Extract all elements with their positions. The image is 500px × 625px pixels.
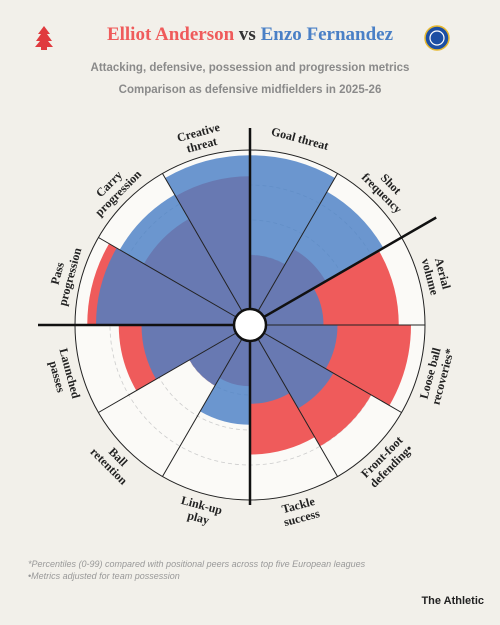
section-divider	[249, 216, 437, 327]
category-label-line: Pass	[48, 260, 67, 286]
divider	[162, 324, 251, 477]
wedge	[189, 325, 250, 386]
chart: Goal threatShotfrequencyAerialvolumeLoos…	[38, 120, 457, 529]
footnote: •Metrics adjusted for team possession	[28, 571, 180, 581]
divider	[98, 237, 251, 326]
wedge	[119, 194, 250, 325]
divider	[249, 324, 402, 413]
category-label-line: play	[186, 508, 211, 527]
title-vs: vs	[239, 24, 256, 45]
title-player-b: Enzo Fernandez	[261, 24, 394, 45]
wedge	[250, 325, 338, 369]
center-hole	[232, 307, 268, 343]
wedge	[250, 325, 334, 409]
wedge	[200, 325, 250, 425]
divider	[249, 173, 338, 326]
forest-logo	[35, 26, 53, 50]
wedge	[96, 248, 250, 325]
wedge	[250, 155, 335, 325]
divider	[249, 324, 338, 477]
wedge	[141, 325, 250, 380]
footnote: *Percentiles (0-99) compared with positi…	[28, 559, 366, 569]
subtitle: Attacking, defensive, possession and pro…	[91, 62, 410, 74]
divider	[162, 173, 251, 326]
title: Elliot Anderson vs Enzo Fernandez	[107, 24, 394, 45]
chelsea-logo	[424, 25, 450, 51]
title-player-a: Elliot Anderson	[107, 24, 235, 45]
divider	[98, 324, 251, 413]
wedge	[250, 325, 290, 404]
subtitle: Comparison as defensive midfielders in 2…	[119, 84, 382, 96]
wedge	[250, 191, 384, 325]
wedge	[165, 155, 250, 325]
brand: The Athletic	[421, 595, 484, 607]
